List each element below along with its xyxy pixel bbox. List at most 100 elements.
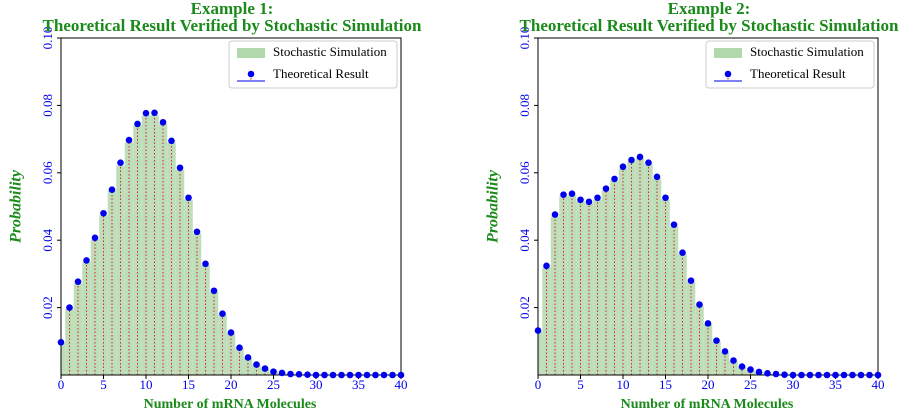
y-tick-label: 0.08 bbox=[40, 94, 55, 117]
marker bbox=[764, 370, 771, 377]
y-tick-label: 0.06 bbox=[517, 161, 532, 184]
x-axis-label: Number of mRNA Molecules bbox=[621, 397, 794, 412]
marker bbox=[380, 371, 388, 379]
y-tick-label: 0.04 bbox=[517, 228, 532, 251]
marker bbox=[628, 156, 635, 164]
bar bbox=[99, 215, 108, 375]
y-tick-label: 0.02 bbox=[40, 296, 55, 319]
marker bbox=[287, 370, 294, 378]
bar bbox=[218, 314, 227, 375]
bar bbox=[260, 368, 270, 375]
marker bbox=[346, 371, 354, 379]
marker bbox=[798, 371, 805, 379]
bar bbox=[610, 180, 619, 375]
legend-label: Stochastic Simulation bbox=[273, 44, 387, 59]
bar bbox=[201, 264, 210, 375]
marker bbox=[176, 164, 184, 172]
x-tick-label: 35 bbox=[829, 377, 842, 392]
legend-marker bbox=[247, 70, 255, 78]
marker bbox=[687, 277, 695, 284]
marker bbox=[236, 344, 243, 352]
marker bbox=[611, 175, 618, 183]
marker bbox=[747, 366, 754, 373]
marker bbox=[849, 371, 856, 379]
bar bbox=[567, 195, 577, 375]
y-tick-label: 0.10 bbox=[40, 27, 55, 50]
marker bbox=[585, 198, 593, 206]
x-tick-label: 30 bbox=[787, 377, 800, 392]
y-tick-label: 0.08 bbox=[517, 94, 532, 117]
y-tick-label: 0.06 bbox=[40, 161, 55, 184]
chart-subtitle: Theoretical Result Verified by Stochasti… bbox=[520, 16, 899, 35]
marker bbox=[278, 369, 286, 377]
x-tick-label: 20 bbox=[702, 377, 715, 392]
marker bbox=[840, 371, 848, 379]
marker bbox=[142, 109, 150, 117]
marker bbox=[738, 363, 746, 370]
marker bbox=[270, 368, 277, 375]
marker bbox=[125, 136, 133, 144]
marker bbox=[534, 327, 542, 334]
marker bbox=[227, 329, 235, 336]
marker bbox=[560, 191, 567, 199]
marker bbox=[151, 109, 158, 117]
y-tick-label: 0.04 bbox=[40, 228, 55, 251]
marker bbox=[397, 371, 405, 379]
legend: Stochastic Simulation Theoretical Result bbox=[228, 40, 398, 89]
y-tick-label: 0.02 bbox=[517, 296, 532, 319]
marker bbox=[815, 371, 822, 379]
marker bbox=[83, 257, 90, 264]
chart-title: Example 1: bbox=[191, 0, 274, 18]
marker bbox=[679, 249, 686, 256]
bar bbox=[133, 125, 142, 375]
marker bbox=[857, 371, 865, 379]
y-axis-label: Probability bbox=[485, 169, 502, 244]
marker bbox=[338, 371, 345, 379]
marker bbox=[636, 153, 644, 161]
marker bbox=[219, 310, 226, 317]
legend-label: Theoretical Result bbox=[273, 66, 369, 81]
y-axis-label: Probability bbox=[8, 169, 25, 244]
marker bbox=[670, 221, 678, 228]
marker bbox=[108, 186, 116, 193]
bar bbox=[695, 305, 704, 375]
bar bbox=[158, 123, 168, 375]
marker bbox=[577, 196, 584, 204]
bar bbox=[576, 201, 585, 375]
plot-area bbox=[538, 156, 789, 375]
x-tick-label: 40 bbox=[395, 377, 408, 392]
x-axis-label: Number of mRNA Molecules bbox=[144, 397, 317, 412]
bar bbox=[550, 216, 560, 375]
marker bbox=[645, 159, 652, 166]
legend: Stochastic Simulation Theoretical Result bbox=[705, 40, 875, 89]
chart-title: Example 2: bbox=[668, 0, 751, 18]
marker bbox=[372, 371, 379, 379]
legend-box bbox=[705, 40, 875, 89]
bar bbox=[235, 348, 244, 375]
marker bbox=[602, 185, 610, 192]
x-tick-label: 30 bbox=[310, 377, 323, 392]
marker bbox=[832, 371, 839, 379]
x-tick-label: 35 bbox=[352, 377, 365, 392]
bar bbox=[61, 342, 66, 375]
bar bbox=[252, 364, 261, 375]
legend-label: Theoretical Result bbox=[750, 66, 846, 81]
x-tick-label: 5 bbox=[100, 377, 107, 392]
marker bbox=[662, 194, 669, 202]
marker bbox=[874, 371, 882, 379]
bar bbox=[559, 196, 568, 375]
marker bbox=[74, 278, 82, 285]
x-tick-label: 15 bbox=[659, 377, 672, 392]
marker bbox=[363, 371, 371, 379]
marker bbox=[210, 287, 218, 295]
bar bbox=[116, 165, 125, 375]
bar bbox=[209, 291, 219, 375]
legend-swatch bbox=[237, 48, 265, 58]
marker bbox=[696, 301, 703, 308]
marker bbox=[253, 361, 260, 368]
marker bbox=[355, 371, 362, 379]
chart: 0 5 10 15 20 25 30 35 40 0.02 0.04 0.06 0.08 0.10 Exam… bbox=[485, 0, 899, 412]
bar bbox=[226, 333, 236, 375]
marker bbox=[772, 370, 780, 378]
marker bbox=[551, 211, 559, 218]
